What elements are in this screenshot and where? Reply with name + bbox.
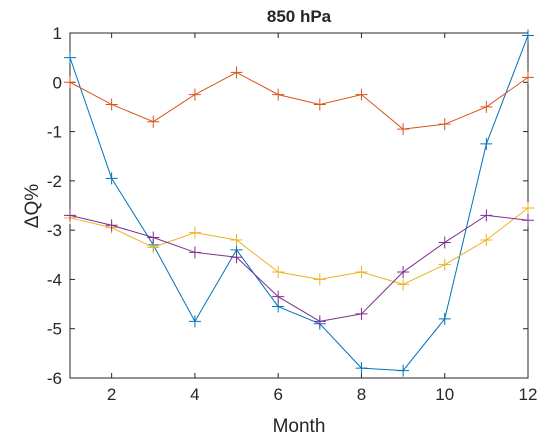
- plot-frame: [69, 32, 529, 379]
- x-tick-label: 4: [190, 385, 199, 404]
- marker: [147, 115, 160, 128]
- marker: [522, 214, 534, 227]
- marker: [188, 88, 201, 101]
- marker: [188, 315, 201, 328]
- series-line: [69, 71, 529, 130]
- marker: [105, 219, 118, 232]
- marker: [438, 118, 451, 131]
- marker: [105, 98, 118, 111]
- series-line: [69, 207, 529, 285]
- marker: [480, 100, 493, 113]
- y-tick-label: -6: [47, 369, 62, 388]
- x-tick-label: 8: [357, 385, 366, 404]
- x-axis-label: Month: [273, 416, 326, 437]
- series-line: [69, 35, 529, 372]
- y-tick-label: -2: [47, 172, 62, 191]
- marker: [230, 66, 243, 79]
- marker: [105, 172, 118, 185]
- marker: [188, 246, 201, 259]
- marker: [397, 278, 410, 291]
- y-tick-label: -5: [47, 320, 62, 339]
- marker: [355, 266, 368, 279]
- series-line: [69, 214, 529, 322]
- x-tick-label: 2: [107, 385, 116, 404]
- marker: [230, 234, 243, 246]
- marker: [522, 71, 534, 84]
- marker: [272, 266, 285, 279]
- chart-title: 850 hPa: [267, 7, 332, 26]
- y-tick-label: -4: [47, 270, 62, 289]
- x-tick-label: 6: [273, 385, 282, 404]
- marker: [188, 226, 201, 239]
- x-tick-label: 12: [519, 385, 538, 404]
- marker: [64, 51, 76, 64]
- marker: [355, 307, 368, 320]
- marker: [147, 231, 160, 244]
- marker: [355, 362, 368, 375]
- marker: [438, 312, 451, 325]
- marker: [480, 234, 493, 246]
- y-tick-label: 0: [53, 73, 62, 92]
- y-tick-label: 1: [53, 24, 62, 43]
- marker: [438, 236, 451, 249]
- marker: [480, 209, 493, 222]
- marker: [397, 364, 410, 377]
- marker: [522, 201, 534, 214]
- marker: [272, 290, 285, 303]
- marker: [230, 251, 243, 264]
- y-tick-label: -1: [47, 123, 62, 142]
- marker: [313, 315, 326, 328]
- x-tick-label: 10: [435, 385, 454, 404]
- marker: [272, 88, 285, 101]
- y-tick-label: -3: [47, 221, 62, 240]
- marker: [313, 273, 326, 286]
- marker: [438, 258, 451, 271]
- marker: [355, 88, 368, 101]
- marker: [397, 266, 410, 279]
- marker: [64, 76, 76, 89]
- marker: [522, 29, 534, 42]
- marker: [397, 123, 410, 136]
- y-axis-label: ΔQ%: [22, 184, 43, 228]
- marker: [64, 209, 76, 222]
- marker: [313, 98, 326, 111]
- marker: [480, 137, 493, 150]
